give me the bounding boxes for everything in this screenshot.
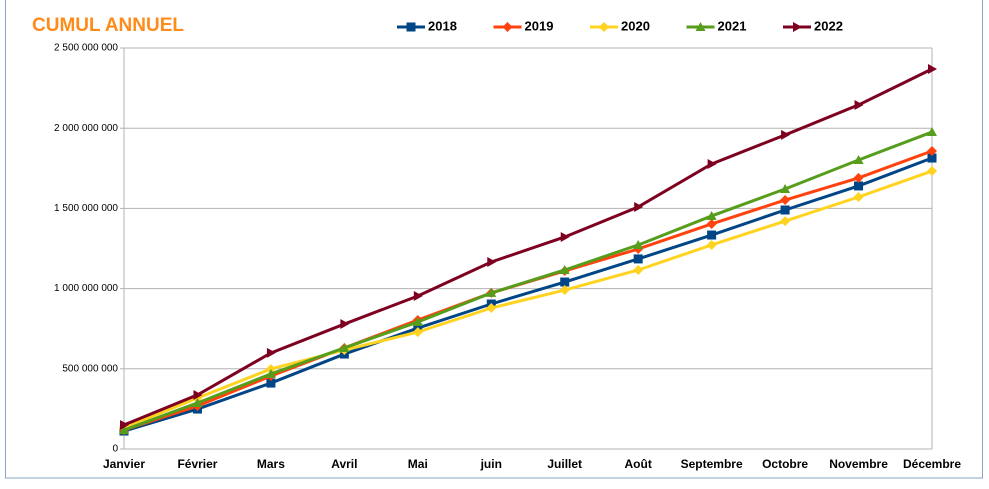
legend-label: 2018: [428, 18, 457, 33]
x-tick-label: Septembre: [681, 457, 743, 471]
point: [119, 425, 129, 435]
point: [853, 154, 864, 164]
legend-label: 2019: [525, 18, 554, 33]
point: [706, 210, 717, 220]
point: [781, 129, 791, 140]
x-tick-label: Mars: [257, 457, 285, 471]
point: [706, 218, 717, 229]
point: [560, 231, 570, 242]
series-line: [123, 156, 933, 433]
x-tick-label: Août: [625, 457, 652, 471]
y-tick-label: 1 000 000 000: [54, 283, 118, 294]
x-tick-label: Mai: [408, 457, 428, 471]
point: [780, 183, 791, 193]
point: [927, 166, 937, 177]
point: [339, 342, 350, 352]
frame: [5, 0, 983, 479]
point: [265, 368, 276, 378]
y-tick-label: 500 000 000: [62, 363, 118, 374]
x-tick-label: Avril: [331, 457, 357, 471]
point: [193, 389, 203, 400]
point: [633, 239, 644, 249]
point: [928, 64, 937, 75]
legend-marker: [793, 22, 802, 32]
x-tick-label: Novembre: [829, 457, 888, 471]
point: [780, 195, 791, 206]
point: [559, 285, 570, 296]
x-tick-label: Février: [177, 457, 217, 471]
point: [707, 158, 717, 169]
legend-label: 2022: [814, 18, 843, 33]
legend-marker: [599, 22, 609, 32]
point: [780, 205, 790, 215]
point: [559, 264, 570, 274]
point: [486, 287, 497, 297]
x-tick-label: Octobre: [762, 457, 808, 471]
point: [266, 378, 276, 388]
legend-marker: [695, 22, 706, 31]
point: [927, 145, 937, 156]
point: [854, 99, 864, 110]
x-tick-label: Janvier: [103, 457, 145, 471]
point: [633, 264, 644, 275]
point: [340, 319, 350, 330]
y-tick-label: 2 000 000 000: [54, 123, 118, 134]
point: [853, 172, 864, 183]
point: [927, 127, 937, 137]
point: [486, 303, 497, 314]
point: [560, 277, 570, 287]
chart-title: CUMUL ANNUEL: [32, 15, 184, 36]
series-line: [123, 130, 933, 432]
point: [780, 216, 791, 227]
point: [266, 347, 276, 358]
point: [412, 316, 423, 326]
y-tick-label: 0: [112, 444, 118, 455]
point: [706, 239, 717, 250]
series-line: [123, 169, 933, 430]
point: [412, 327, 423, 338]
legend-label: 2021: [718, 18, 747, 33]
y-tick-label: 1 500 000 000: [54, 203, 118, 214]
x-tick-label: Décembre: [903, 457, 961, 471]
legend-label: 2020: [621, 18, 650, 33]
series-line: [123, 67, 933, 427]
point: [633, 254, 643, 264]
y-tick-label: 2 500 000 000: [54, 43, 118, 54]
point: [634, 201, 644, 212]
legend-marker: [502, 22, 513, 32]
point: [707, 230, 717, 240]
point: [120, 419, 129, 430]
point: [192, 397, 203, 407]
point: [927, 153, 937, 163]
point: [853, 192, 864, 203]
point: [854, 181, 864, 191]
point: [487, 256, 497, 267]
legend-marker: [406, 22, 416, 32]
point: [413, 290, 423, 301]
x-tick-label: juin: [480, 457, 502, 471]
x-tick-label: Juillet: [547, 457, 582, 471]
